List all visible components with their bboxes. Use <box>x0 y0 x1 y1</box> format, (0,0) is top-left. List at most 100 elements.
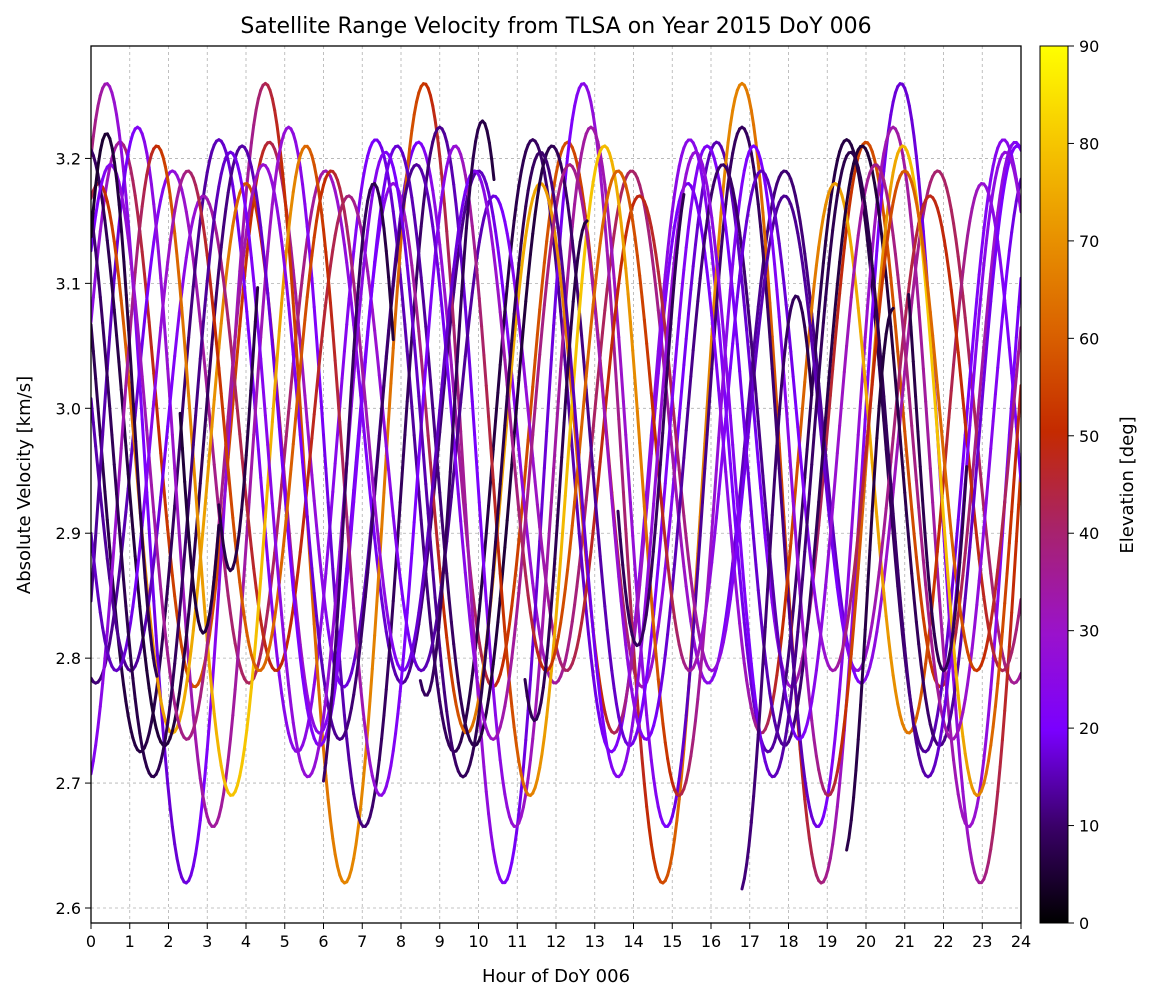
data-point <box>851 247 853 265</box>
data-point <box>451 675 453 691</box>
data-point <box>305 239 307 256</box>
data-point <box>614 688 616 704</box>
data-point <box>963 399 965 423</box>
data-point <box>598 462 600 486</box>
data-point <box>131 168 133 181</box>
data-point <box>228 320 230 342</box>
data-point <box>491 833 493 849</box>
data-point <box>598 709 600 722</box>
data-point <box>547 588 549 605</box>
data-point <box>310 210 312 224</box>
data-point <box>851 502 853 536</box>
data-point <box>361 273 363 297</box>
data-point <box>970 520 972 547</box>
data-point <box>591 446 593 474</box>
data-point <box>433 630 435 642</box>
data-point <box>368 748 370 763</box>
data-point <box>570 622 572 637</box>
data-point <box>958 293 960 316</box>
data-point <box>172 356 174 379</box>
data-point <box>970 208 972 221</box>
data-point <box>814 589 816 607</box>
data-point <box>951 210 953 224</box>
data-point <box>696 198 698 208</box>
data-point <box>468 541 470 577</box>
data-point <box>972 627 974 648</box>
data-point <box>637 411 639 443</box>
data-point <box>98 407 100 435</box>
data-point <box>349 760 351 779</box>
data-point <box>507 624 509 640</box>
data-point <box>591 656 593 676</box>
data-point <box>449 598 451 622</box>
data-point <box>516 542 518 565</box>
data-point <box>735 577 737 601</box>
data-point <box>414 491 416 523</box>
data-point <box>858 218 860 235</box>
data-point <box>450 435 452 471</box>
data-point <box>340 379 342 407</box>
data-point <box>986 224 988 244</box>
data-point <box>328 277 330 303</box>
data-point <box>407 584 409 613</box>
data-point <box>179 677 181 694</box>
data-point <box>591 531 593 552</box>
data-point <box>1014 201 1016 215</box>
data-point <box>410 247 412 265</box>
data-point <box>277 331 279 360</box>
data-point <box>542 601 544 632</box>
data-point <box>844 228 846 248</box>
data-point <box>196 241 198 263</box>
data-point <box>998 767 1000 792</box>
data-point <box>782 262 784 282</box>
data-point <box>312 198 314 210</box>
data-point <box>447 359 449 385</box>
data-point <box>284 709 286 722</box>
data-point <box>837 759 839 772</box>
data-point <box>795 632 797 656</box>
data-point <box>530 563 532 583</box>
data-point <box>203 306 205 332</box>
data-point <box>558 287 560 312</box>
data-point <box>577 312 579 340</box>
data-point <box>324 574 326 599</box>
data-point <box>330 250 332 266</box>
data-point <box>684 516 686 538</box>
data-point <box>265 416 267 445</box>
data-point <box>963 435 965 463</box>
data-point <box>470 293 472 313</box>
data-point <box>742 599 744 623</box>
data-point <box>170 379 172 402</box>
data-point <box>442 309 444 333</box>
data-point <box>675 794 677 807</box>
data-point <box>965 236 967 253</box>
data-point <box>705 194 707 211</box>
data-point <box>975 516 977 538</box>
data-point <box>244 618 246 633</box>
data-point <box>505 520 507 547</box>
data-point <box>291 608 293 623</box>
data-point <box>979 461 981 485</box>
data-point <box>1012 642 1014 652</box>
data-point <box>103 464 105 492</box>
data-point <box>179 536 181 569</box>
data-point <box>407 265 409 289</box>
data-point <box>805 449 807 477</box>
data-point <box>835 453 837 480</box>
data-point <box>958 644 960 664</box>
data-point <box>684 247 686 269</box>
data-point <box>154 512 156 539</box>
data-point <box>991 421 993 448</box>
data-point <box>426 484 428 513</box>
data-point <box>993 394 995 421</box>
data-point <box>221 794 223 807</box>
data-point <box>361 784 363 807</box>
data-point <box>937 687 939 702</box>
data-point <box>244 730 246 748</box>
data-point <box>819 287 821 312</box>
data-point <box>447 638 449 658</box>
data-point <box>968 667 970 684</box>
data-point <box>386 251 388 277</box>
data-point <box>691 350 693 376</box>
data-point <box>505 794 507 807</box>
